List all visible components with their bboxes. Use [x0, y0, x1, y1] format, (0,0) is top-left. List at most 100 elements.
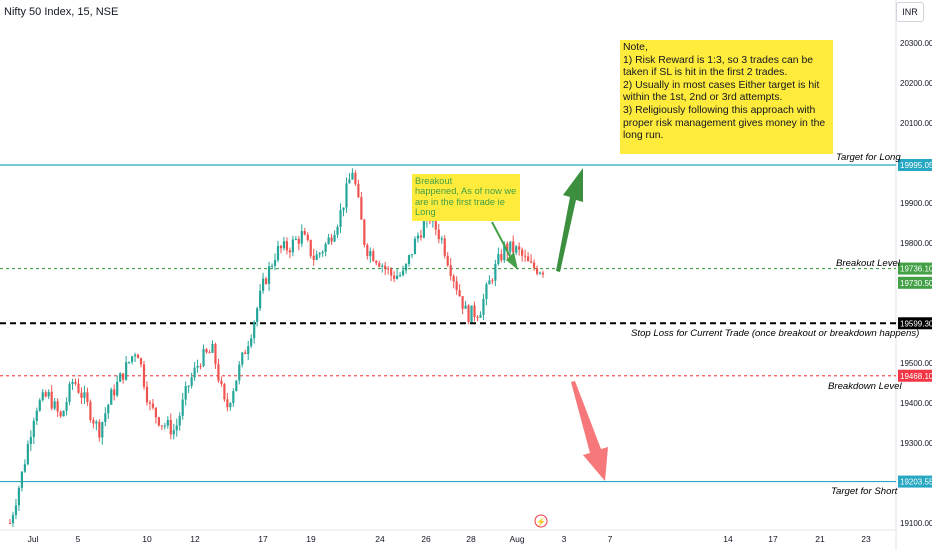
candle-body [238, 364, 241, 381]
candle-body [306, 234, 309, 240]
candle-body [211, 344, 214, 353]
candle-body [229, 403, 232, 408]
candle-body [279, 245, 283, 249]
candle-body [151, 403, 155, 408]
candle-body [95, 421, 98, 424]
candle-body [351, 172, 354, 180]
candle-body [369, 251, 372, 256]
candle-body [494, 263, 497, 281]
candle-body [184, 386, 187, 400]
level-label-breakdown: Breakdown Level [828, 381, 902, 392]
currency-button[interactable]: INR [896, 2, 924, 22]
candle-body [524, 255, 527, 257]
candle-body [532, 262, 536, 269]
candle-body [476, 316, 479, 318]
x-tick-label: 10 [142, 534, 152, 544]
candle-body [241, 352, 244, 365]
x-tick-label: 19 [306, 534, 316, 544]
candle-body [62, 410, 65, 417]
candle-body [318, 253, 321, 255]
candle-body [56, 401, 59, 412]
x-tick-label: 3 [562, 534, 567, 544]
note-annotation[interactable]: Note, 1) Risk Reward is 1:3, so 3 trades… [620, 40, 833, 154]
candle-body [485, 284, 488, 299]
candle-body [157, 417, 160, 426]
candle-body [264, 278, 268, 284]
price-tag [898, 475, 932, 488]
price-tag [898, 276, 932, 289]
price-tag-label: 19730.50 [900, 279, 932, 288]
candle-body [372, 251, 375, 262]
x-tick-label: 21 [815, 534, 825, 544]
price-tag-label: 19468.10 [900, 372, 932, 381]
candle-body [133, 354, 137, 357]
candle-body [175, 425, 178, 431]
x-tick-label: 7 [608, 534, 613, 544]
candle-body [139, 358, 143, 365]
candle-body [390, 269, 393, 276]
candle-body [38, 400, 41, 411]
x-tick-label: 12 [190, 534, 200, 544]
candle-body [202, 349, 205, 367]
candle-body [291, 239, 294, 253]
candle-body [387, 268, 390, 270]
candle-body [393, 275, 396, 279]
candle-body [300, 231, 303, 244]
candle-body [503, 243, 506, 261]
candle-body [294, 238, 297, 240]
candle-body [360, 197, 363, 220]
candle-body [267, 266, 271, 284]
candle-body [443, 238, 446, 256]
event-icon-glyph: ⚡ [536, 517, 546, 527]
candle-body [196, 365, 199, 368]
long-target-arrow [556, 168, 583, 272]
candle-body [68, 384, 71, 403]
candle-body [145, 386, 149, 403]
candle-body [395, 275, 399, 279]
candle-body [282, 241, 286, 249]
candle-body [321, 251, 324, 254]
candle-body [333, 234, 336, 242]
x-tick-label: 23 [861, 534, 871, 544]
candle-body [467, 305, 470, 323]
candle-body [50, 391, 53, 409]
candle-body [500, 254, 503, 261]
candle-body [256, 308, 259, 322]
candle-body [398, 275, 402, 277]
breakout-annotation[interactable]: Breakout happened, As of now we are in t… [412, 174, 520, 221]
candle-body [276, 245, 280, 261]
candle-body [479, 314, 482, 318]
candle-body [339, 210, 342, 227]
candle-body [452, 275, 455, 282]
candle-body [74, 381, 77, 384]
candle-body [482, 298, 485, 315]
short-target-arrow [571, 381, 608, 481]
candle-body [354, 172, 357, 184]
candle-body [381, 265, 384, 267]
candle-body [77, 383, 80, 393]
price-tag [898, 317, 932, 330]
candle-body [178, 415, 181, 426]
candle-body [348, 179, 351, 184]
candle-body [288, 250, 291, 253]
candle-body [407, 254, 411, 264]
candle-body [262, 278, 265, 291]
candle-body [160, 425, 163, 427]
y-tick-label: 19100.00 [900, 519, 932, 528]
candle-body [488, 280, 491, 285]
candle-body [142, 364, 146, 387]
candle-body [11, 514, 15, 524]
candle-body [470, 305, 473, 323]
candle-body [440, 238, 443, 240]
candle-body [47, 391, 50, 397]
candle-body [80, 392, 83, 398]
candle-body [410, 254, 414, 256]
candle-body [419, 235, 423, 238]
candle-body [297, 238, 300, 244]
candle-body [208, 352, 211, 354]
candle-body [23, 464, 26, 472]
candle-body [59, 411, 62, 417]
candle-body [506, 243, 509, 252]
candle-body [437, 229, 440, 240]
